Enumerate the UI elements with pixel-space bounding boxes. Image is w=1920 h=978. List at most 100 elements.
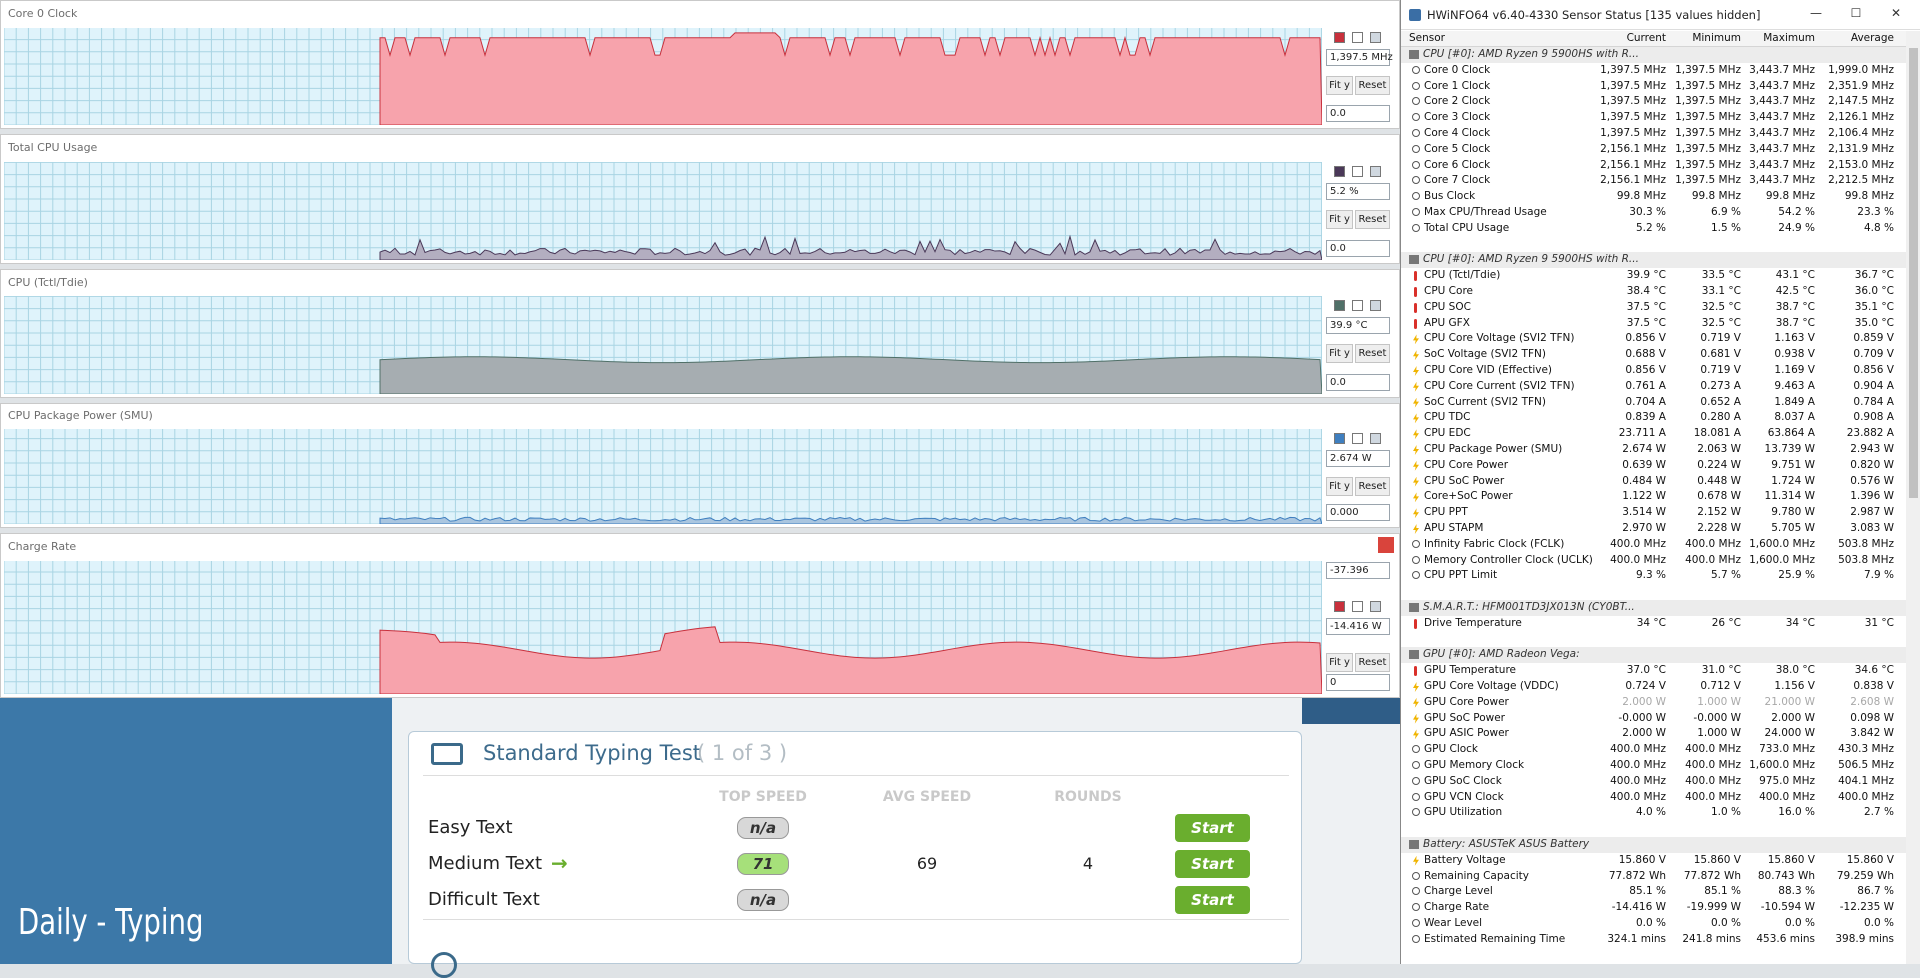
sensor-icon: [1412, 129, 1420, 137]
color-toggle[interactable]: [1352, 32, 1363, 43]
sensor-value: 400.0 MHz: [1685, 790, 1741, 803]
sensor-value: 5.7 %: [1710, 569, 1741, 582]
sensor-value: 0.0 %: [1635, 917, 1666, 929]
sensor-value: 99.8 MHz: [1691, 190, 1741, 203]
reset-button[interactable]: Reset: [1355, 653, 1390, 672]
sensor-name: Charge Level: [1424, 885, 1493, 898]
window-control[interactable]: ☐: [1850, 6, 1862, 20]
graph-min: 0.0: [1326, 240, 1390, 257]
sensor-value: 0.681 V: [1700, 348, 1741, 361]
reset-button[interactable]: Reset: [1355, 76, 1390, 95]
sensor-value: 398.9 mins: [1835, 932, 1894, 945]
color-toggle[interactable]: [1334, 601, 1345, 612]
sensor-value: 503.8 MHz: [1838, 537, 1894, 550]
sensor-name: CPU SOC: [1424, 300, 1471, 313]
start-button[interactable]: Start: [1175, 814, 1250, 842]
fit-button[interactable]: Fit y: [1326, 344, 1353, 363]
graph-plot: [4, 561, 1322, 694]
start-button[interactable]: Start: [1175, 886, 1250, 914]
close-button[interactable]: [1378, 537, 1394, 553]
sensor-value: 1.000 W: [1697, 727, 1741, 740]
sensor-value: 3,443.7 MHz: [1749, 142, 1815, 155]
sensor-value: 8.037 A: [1774, 411, 1815, 424]
sensor-value: 99.8 MHz: [1844, 190, 1894, 203]
sensor-value: 15.860 V: [1846, 853, 1894, 866]
fit-button[interactable]: Fit y: [1326, 210, 1353, 229]
sensor-value: 3,443.7 MHz: [1749, 95, 1815, 108]
sensor-icon: [1412, 160, 1420, 169]
sensor-value: 506.5 MHz: [1838, 759, 1894, 771]
sensor-value: 1,600.0 MHz: [1749, 759, 1815, 771]
section-icon: [1409, 603, 1419, 612]
fit-button[interactable]: Fit y: [1326, 477, 1353, 496]
fit-button[interactable]: Fit y: [1326, 76, 1353, 95]
sensor-value: 3,443.7 MHz: [1749, 111, 1815, 124]
color-toggle[interactable]: [1370, 300, 1381, 311]
sensor-value: 37.5 °C: [1626, 300, 1666, 313]
sensor-name: CPU Core Voltage (SVI2 TFN): [1424, 332, 1575, 345]
color-toggle[interactable]: [1334, 300, 1345, 311]
sensor-value: 0.719 V: [1700, 364, 1741, 376]
sensor-value: 31 °C: [1864, 616, 1894, 629]
color-toggle[interactable]: [1334, 32, 1345, 43]
color-toggle[interactable]: [1370, 166, 1381, 177]
sensor-name: CPU EDC: [1424, 427, 1471, 440]
sensor-value: 18.081 A: [1693, 427, 1741, 440]
sensor-value: 1.396 W: [1850, 490, 1894, 503]
window-control[interactable]: ✕: [1890, 6, 1902, 20]
fit-button[interactable]: Fit y: [1326, 653, 1353, 672]
sensor-value: 1,397.5 MHz: [1675, 79, 1741, 92]
sensor-value: 80.743 Wh: [1757, 869, 1815, 882]
sensor-value: -12.235 W: [1839, 901, 1894, 914]
sensor-value: 23.882 A: [1846, 427, 1894, 440]
sensor-value: 1,397.5 MHz: [1675, 174, 1741, 187]
sensor-value: 324.1 mins: [1607, 932, 1666, 945]
color-toggle[interactable]: [1370, 433, 1381, 444]
sensor-icon: [1412, 81, 1420, 90]
color-toggle[interactable]: [1370, 601, 1381, 612]
graph-plot: [4, 296, 1322, 394]
reset-button[interactable]: Reset: [1355, 210, 1390, 229]
graph-min: 0.0: [1326, 374, 1390, 391]
sensor-icon: [1414, 618, 1417, 629]
sensor-value: 0.719 V: [1700, 332, 1741, 345]
graph-plot: [4, 28, 1322, 125]
rounds: 4: [1082, 854, 1094, 873]
graph-fill: [379, 234, 1322, 260]
color-toggle[interactable]: [1352, 433, 1363, 444]
sensor-value: 400.0 MHz: [1610, 790, 1666, 803]
sensor-value: 0.820 W: [1850, 458, 1894, 471]
color-toggle[interactable]: [1334, 166, 1345, 177]
graph-min: 0.000: [1326, 504, 1390, 521]
sidebar-title: Daily - Typing: [18, 902, 204, 943]
sensor-name: CPU Core Current (SVI2 TFN): [1424, 379, 1575, 392]
sensor-value: 1,600.0 MHz: [1749, 553, 1815, 566]
color-toggle[interactable]: [1370, 32, 1381, 43]
sensor-value: 2.970 W: [1622, 522, 1666, 534]
sensor-value: 77.872 Wh: [1683, 869, 1741, 882]
scroll-thumb[interactable]: [1909, 48, 1918, 498]
sensor-value: 0.704 A: [1625, 395, 1666, 408]
sensor-icon: [1413, 492, 1419, 503]
color-toggle[interactable]: [1352, 300, 1363, 311]
sensor-name: Battery Voltage: [1424, 853, 1506, 866]
sensor-icon: [1412, 113, 1420, 122]
color-toggle[interactable]: [1334, 433, 1345, 444]
sensor-name: GPU Memory Clock: [1424, 759, 1525, 771]
sensor-value: 2.000 W: [1622, 727, 1666, 740]
color-toggle[interactable]: [1352, 166, 1363, 177]
app-icon: [1409, 9, 1421, 21]
table-header: [1401, 31, 1906, 47]
sensor-name: Infinity Fabric Clock (FCLK): [1424, 537, 1565, 550]
sensor-icon: [1414, 318, 1417, 329]
window-control[interactable]: —: [1810, 6, 1822, 20]
graph-fill: [379, 516, 1322, 524]
sensor-value: 15.860 V: [1618, 853, 1666, 866]
start-button[interactable]: Start: [1175, 850, 1250, 878]
color-toggle[interactable]: [1352, 601, 1363, 612]
reset-button[interactable]: Reset: [1355, 344, 1390, 363]
sensor-value: 975.0 MHz: [1759, 774, 1815, 787]
sensor-name: Core 0 Clock: [1424, 63, 1491, 76]
reset-button[interactable]: Reset: [1355, 477, 1390, 496]
